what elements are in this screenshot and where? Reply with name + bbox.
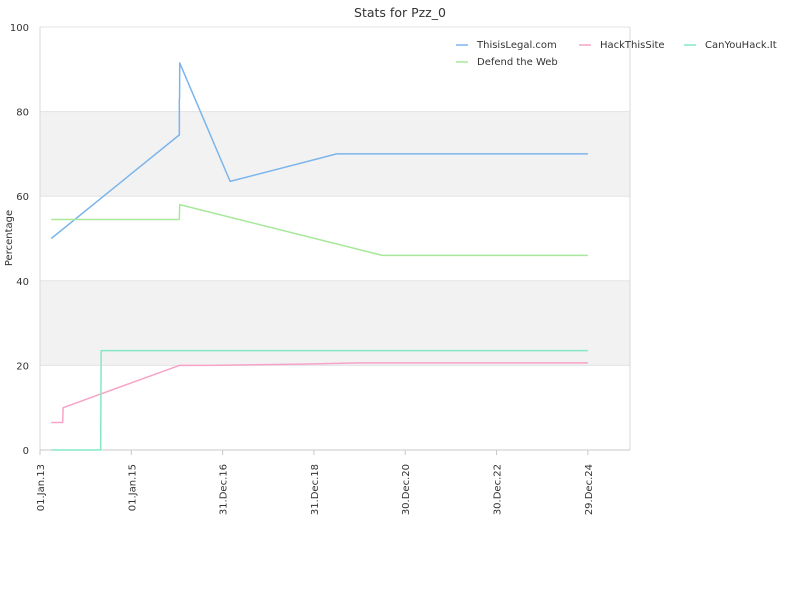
series-line-1 [51, 362, 588, 424]
series-layer [50, 62, 588, 451]
plot-band [40, 280, 630, 366]
axes: 0 20 40 60 80 100 01.Jan.13 01.Jan.15 31.Dec.16 3… [10, 23, 631, 515]
series-line-0 [50, 62, 588, 240]
legend-item-label: HackThisSite [600, 40, 665, 51]
y-tick-label: 80 [16, 108, 29, 119]
y-tick-label: 60 [16, 192, 29, 203]
y-tick-label: 40 [16, 277, 29, 288]
y-tick-label: 100 [10, 23, 29, 34]
legend-item-label: ThisisLegal.com [476, 40, 557, 51]
x-tick-label: 29.Dec.24 [584, 464, 595, 515]
y-axis-label: Percentage [4, 210, 15, 266]
x-tick-label: 31.Dec.16 [219, 464, 230, 515]
legend-item-label: Defend the Web [477, 57, 558, 68]
x-tick-label: 30.Dec.20 [401, 464, 412, 515]
grid-lines [40, 26, 630, 451]
y-tick-label: 20 [16, 361, 29, 372]
series-line-3 [51, 203, 588, 257]
plot-bands [40, 111, 630, 366]
x-tick-label: 01.Jan.15 [127, 464, 138, 511]
legend-item-label: CanYouHack.It [705, 40, 777, 51]
y-tick-label: 0 [23, 446, 29, 457]
x-tick-label: 01.Jan.13 [36, 464, 47, 511]
series-line-2 [51, 349, 588, 451]
chart-title: Stats for Pzz_0 [354, 5, 446, 20]
x-tick-label: 30.Dec.22 [493, 464, 504, 515]
x-tick-label: 31.Dec.18 [310, 464, 321, 515]
legend: ThisisLegal.com HackThisSite CanYouHack.It… [456, 40, 777, 68]
